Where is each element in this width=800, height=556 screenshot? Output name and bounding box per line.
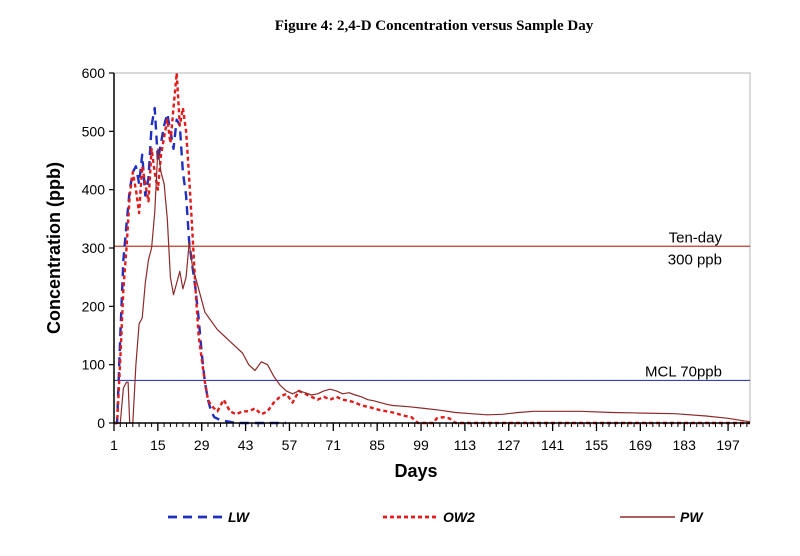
series-line-ow2 (114, 71, 750, 425)
chart-title: Figure 4: 2,4-D Concentration versus Sam… (275, 18, 594, 34)
y-tick-label: 300 (82, 240, 106, 256)
series-line-pw (114, 148, 751, 424)
x-tick-label: 197 (716, 437, 740, 453)
x-tick-label: 71 (326, 437, 342, 453)
x-tick-label: 183 (673, 437, 697, 453)
legend-label-lw: LW (228, 509, 251, 525)
series-line-lw (114, 106, 287, 425)
y-tick-label: 200 (82, 298, 106, 314)
x-tick-label: 141 (541, 437, 565, 453)
y-tick-label: 400 (82, 182, 106, 198)
y-axis-label: Concentration (ppb) (44, 162, 64, 334)
reference-line-label: Ten-day (669, 229, 723, 246)
legend: LW OW2 PW (168, 509, 704, 525)
x-tick-label: 85 (369, 437, 385, 453)
y-tick-label: 100 (82, 357, 106, 373)
x-tick-label: 127 (497, 437, 521, 453)
x-tick-label: 113 (454, 437, 477, 453)
x-tick-label: 15 (150, 437, 166, 453)
series-layer (114, 71, 751, 425)
axes: 0 100 200 300 400 500 600 1 15 29 43 57 71 85 99 113 127… (82, 65, 750, 453)
x-tick-label: 29 (194, 437, 210, 453)
x-tick-label: 43 (238, 437, 254, 453)
reference-lines: Ten-day 300 ppb MCL 70ppb (114, 229, 750, 382)
y-tick-label: 600 (82, 65, 106, 81)
x-tick-label: 155 (585, 437, 609, 453)
y-tick-label: 500 (82, 123, 106, 139)
x-tick-label: 1 (110, 437, 118, 453)
x-tick-label: 99 (413, 437, 429, 453)
reference-line-label: MCL 70ppb (645, 363, 722, 380)
reference-line-sublabel: 300 ppb (668, 251, 722, 268)
x-tick-label: 57 (282, 437, 298, 453)
x-tick-label: 169 (629, 437, 653, 453)
legend-label-ow2: OW2 (443, 509, 475, 525)
y-tick-label: 0 (97, 415, 105, 431)
x-axis-label: Days (394, 461, 437, 481)
legend-label-pw: PW (680, 509, 704, 525)
